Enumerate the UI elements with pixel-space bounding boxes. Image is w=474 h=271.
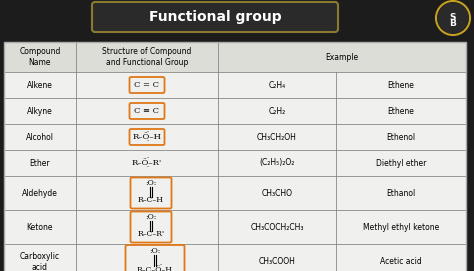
Circle shape [438, 3, 468, 33]
Text: ··: ·· [146, 156, 150, 160]
Text: R–Ö–H: R–Ö–H [133, 133, 162, 141]
Text: Carboxylic
acid: Carboxylic acid [20, 252, 60, 271]
Text: R–C–R': R–C–R' [137, 230, 164, 238]
Text: R–Ö–R': R–Ö–R' [132, 159, 162, 167]
Text: C₂H₂: C₂H₂ [268, 107, 286, 115]
Text: :O:: :O: [149, 247, 161, 255]
Circle shape [436, 1, 470, 35]
Text: ··: ·· [146, 138, 150, 143]
Text: Aldehyde: Aldehyde [22, 189, 58, 198]
Text: C = C: C = C [135, 81, 159, 89]
Bar [4, 124, 466, 150]
Text: B: B [449, 18, 456, 27]
Text: S: S [450, 12, 456, 21]
Text: C ≡ C: C ≡ C [135, 107, 159, 115]
Text: R–C–Ö–H: R–C–Ö–H [137, 266, 173, 271]
Text: C₂H₄: C₂H₄ [268, 80, 285, 89]
Text: CH₃CH₂OH: CH₃CH₂OH [257, 133, 297, 141]
Text: Compound
Name: Compound Name [19, 47, 61, 67]
FancyBboxPatch shape [92, 2, 338, 32]
Text: ··: ·· [159, 262, 163, 267]
Text: Ketone: Ketone [27, 222, 53, 231]
Text: CH₃COOH: CH₃COOH [258, 257, 295, 266]
Text: Ether: Ether [30, 159, 50, 167]
Bar [4, 42, 466, 271]
Text: Alkene: Alkene [27, 80, 53, 89]
Text: CH₃CHO: CH₃CHO [262, 189, 292, 198]
Text: Example: Example [326, 53, 358, 62]
Text: ··: ·· [159, 270, 163, 271]
Text: Alkyne: Alkyne [27, 107, 53, 115]
Text: :O:: :O: [146, 214, 157, 221]
Bar [4, 176, 466, 210]
Text: Structure of Compound
and Functional Group: Structure of Compound and Functional Gro… [102, 47, 191, 67]
Text: Methyl ethyl ketone: Methyl ethyl ketone [363, 222, 439, 231]
Text: Diethyl ether: Diethyl ether [376, 159, 426, 167]
Text: ··: ·· [146, 130, 150, 134]
Bar [4, 244, 466, 271]
Text: ··: ·· [146, 164, 150, 169]
Text: Alcohol: Alcohol [26, 133, 54, 141]
Bar [4, 150, 466, 176]
Text: R–C–H: R–C–H [138, 196, 164, 205]
Text: Ethanol: Ethanol [386, 189, 416, 198]
Text: Acetic acid: Acetic acid [380, 257, 422, 266]
Text: Ethene: Ethene [388, 80, 414, 89]
Bar [4, 210, 466, 244]
Bar [4, 42, 466, 271]
Text: Ethene: Ethene [388, 107, 414, 115]
Bar [4, 42, 466, 72]
Bar [4, 98, 466, 124]
Text: Ethenol: Ethenol [386, 133, 416, 141]
Text: (C₂H₅)₂O₂: (C₂H₅)₂O₂ [259, 159, 295, 167]
Text: Functional group: Functional group [149, 10, 281, 24]
Text: :O:: :O: [146, 179, 157, 188]
Text: CH₃COCH₂CH₃: CH₃COCH₂CH₃ [250, 222, 304, 231]
Bar [4, 72, 466, 98]
